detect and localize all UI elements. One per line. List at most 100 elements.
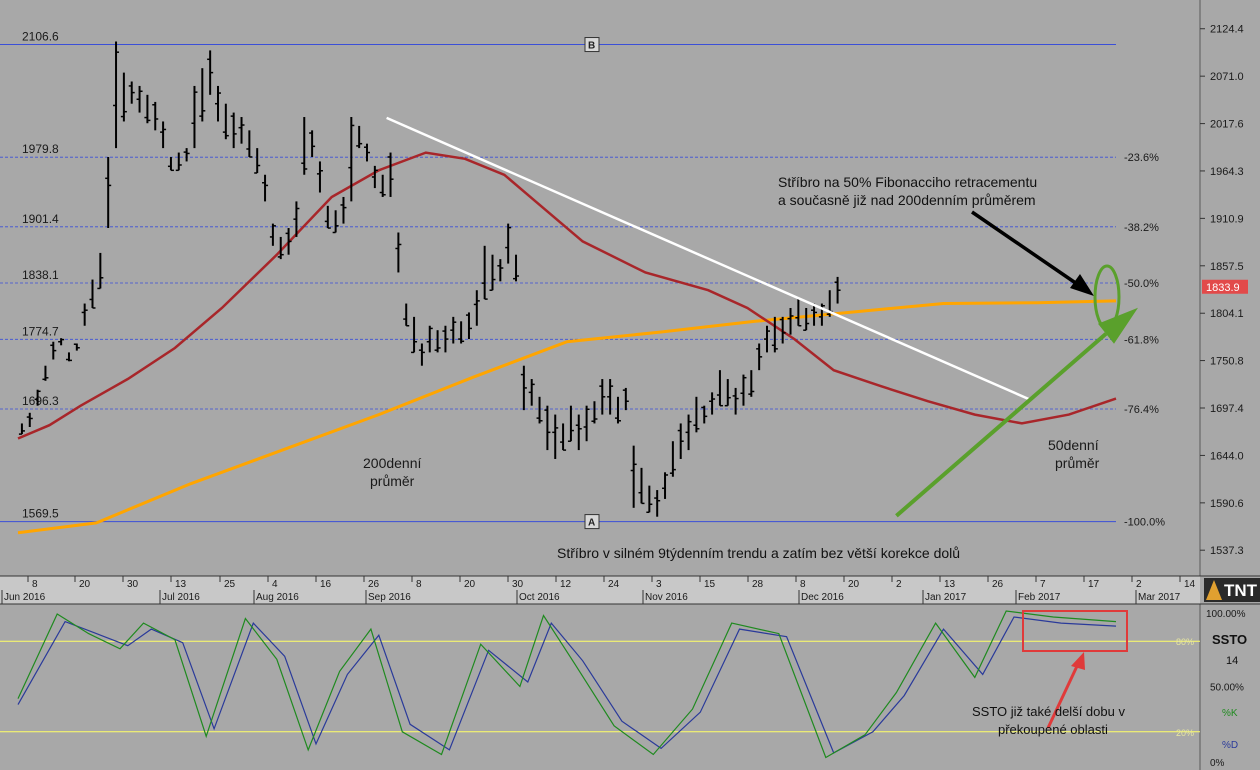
price-axis-label: 1750.8 — [1210, 356, 1244, 368]
time-axis-day-label: 24 — [608, 579, 620, 590]
ma50-layer — [17, 151, 1117, 440]
ma200-annotation-line1: 200denní — [363, 455, 422, 471]
price-axis-label: 1590.6 — [1210, 498, 1244, 510]
tnt-logo: TNT — [1204, 578, 1260, 602]
ssto-annotation-line2: překoupené oblasti — [998, 722, 1108, 737]
ohlc-bar — [301, 117, 308, 175]
ma50-annotation-line1: 50denní — [1048, 437, 1099, 453]
ssto-callout-arrow-shaft — [1046, 663, 1080, 729]
ohlc-bar — [756, 343, 763, 371]
ohlc-bar — [371, 165, 378, 189]
current-price-label: 1833.9 — [1206, 282, 1240, 294]
ssto-callout-box — [1022, 610, 1128, 652]
time-axis-day-label: 30 — [127, 579, 139, 590]
time-axis-day-label: 20 — [79, 579, 91, 590]
ohlc-bar — [662, 472, 669, 499]
fib-level-price: 1901.4 — [22, 212, 59, 226]
time-axis-day-label: 2 — [896, 579, 902, 590]
ohlc-bar — [191, 85, 198, 149]
black-arrow-shaft — [971, 210, 1081, 288]
fib-level-price: 1838.1 — [22, 268, 59, 282]
downtrend-line — [386, 116, 1031, 401]
current-price-badge: 1833.9 — [1202, 279, 1248, 294]
price-axis-label: 1644.0 — [1210, 450, 1244, 462]
ssto-callout-arrow-head-icon — [1071, 652, 1085, 670]
ohlc-bar — [614, 396, 621, 424]
ohlc-bar — [340, 196, 347, 224]
ohlc-bar — [481, 245, 488, 300]
price-axis-label: 1964.3 — [1210, 166, 1244, 178]
stoch-d-legend: %D — [1222, 740, 1238, 751]
price-axis-label: 2071.0 — [1210, 71, 1244, 83]
time-axis-day-label: 15 — [704, 579, 716, 590]
price-axis-label: 1697.4 — [1210, 403, 1244, 415]
time-axis-day-label: 14 — [1184, 579, 1196, 590]
ohlc-bar — [591, 401, 598, 424]
fib-level-percent: -38.2% — [1124, 222, 1159, 234]
time-axis-day-label: 26 — [992, 579, 1004, 590]
ohlc-bar — [450, 316, 457, 344]
price-bars — [18, 41, 841, 517]
ohlc-bar — [630, 445, 637, 508]
ohlc-bar — [513, 254, 520, 282]
ma200-layer — [17, 299, 1117, 535]
fib-level-percent: -76.4% — [1124, 404, 1159, 416]
time-axis-month-label: Jan 2017 — [925, 592, 967, 603]
ohlc-bar — [709, 392, 716, 415]
time-axis-day-label: 3 — [656, 579, 662, 590]
stoch-k-legend: %K — [1222, 708, 1238, 719]
time-axis-day-label: 12 — [560, 579, 572, 590]
ssto-annotation-line1: SSTO již také delší dobu v — [972, 704, 1125, 719]
ohlc-bar — [238, 117, 245, 144]
ohlc-bar — [18, 423, 25, 435]
ohlc-bar — [669, 441, 676, 477]
time-axis-day-label: 8 — [32, 579, 38, 590]
ohlc-bar — [473, 290, 480, 326]
ma50-annotation-line2: průměr — [1055, 455, 1100, 471]
ohlc-bar — [26, 412, 33, 428]
ohlc-bar — [293, 201, 300, 237]
time-axis-month-label: Dec 2016 — [801, 592, 844, 603]
price-axis-label: 2017.6 — [1210, 119, 1244, 131]
stochastic-panel: 80% 20% 100.00% 50.00% 0% SSTO 14 %K %D — [0, 609, 1247, 769]
ohlc-bar — [505, 223, 512, 264]
ohlc-bar — [622, 387, 629, 411]
fib-level-percent: -61.8% — [1124, 334, 1159, 346]
ohlc-bar — [50, 341, 57, 360]
fib-level-price: 1569.5 — [22, 507, 59, 521]
time-axis-day-label: 13 — [175, 579, 187, 590]
trend-annotation: Stříbro v silném 9týdenním trendu a zatí… — [557, 545, 960, 561]
ohlc-bar — [646, 485, 653, 514]
ohlc-bar — [89, 279, 96, 309]
stoch-d-line — [17, 616, 1117, 754]
ohlc-bar — [356, 125, 363, 149]
price-axis-label: 1857.5 — [1210, 261, 1244, 273]
ohlc-bar — [403, 303, 410, 327]
price-axis-label: 2124.4 — [1210, 24, 1244, 36]
ohlc-bar — [34, 389, 41, 406]
ohlc-bar — [811, 303, 818, 326]
ohlc-bar — [120, 72, 127, 122]
ohlc-bar — [175, 152, 182, 172]
ohlc-bar — [607, 379, 614, 415]
time-axis-month-label: Mar 2017 — [1138, 592, 1181, 603]
time-axis-day-label: 2 — [1136, 579, 1142, 590]
ohlc-bar — [222, 103, 229, 140]
ohlc-bar — [724, 379, 731, 407]
ohlc-bar — [701, 405, 708, 424]
ohlc-bar — [183, 148, 190, 162]
fib-annotation-line1: Stříbro na 50% Fibonacciho retracementu — [778, 174, 1037, 190]
ohlc-bar — [324, 205, 331, 229]
ohlc-bar — [309, 130, 316, 157]
fib-level-price: 2106.6 — [22, 30, 59, 44]
ohlc-bar — [152, 101, 159, 131]
ohlc-bar — [520, 365, 527, 411]
ohlc-bar — [65, 352, 72, 362]
ohlc-bar — [803, 307, 810, 331]
ohlc-bar — [638, 467, 645, 505]
ohlc-bar — [740, 374, 747, 406]
ohlc-bar — [552, 414, 559, 459]
ohlc-bar — [199, 68, 206, 122]
ohlc-bar — [73, 343, 80, 351]
ohlc-bar — [763, 325, 770, 353]
